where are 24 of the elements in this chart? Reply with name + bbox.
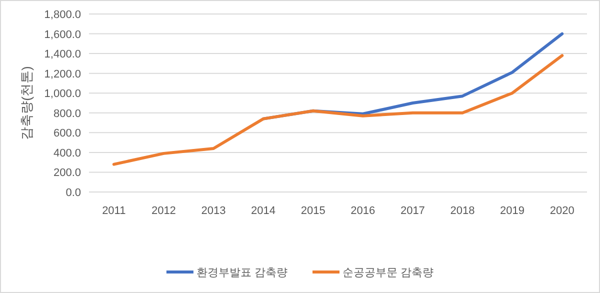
x-tick-label: 2016	[350, 205, 376, 217]
x-tick-label: 2011	[102, 205, 126, 217]
y-tick-label: 800.0	[53, 108, 81, 120]
legend-label: 환경부발표 감축량	[196, 267, 288, 279]
x-tick-label: 2012	[151, 205, 176, 217]
y-tick-label: 400.0	[53, 147, 81, 160]
line-series	[112, 54, 564, 166]
x-tick-label: 2019	[500, 205, 525, 217]
x-tick-label: 2015	[300, 205, 326, 217]
y-tick-label: 1,400.0	[44, 48, 81, 61]
y-tick-label: 1,600.0	[44, 28, 81, 41]
y-tick-label: 200.0	[53, 167, 81, 180]
x-tick-label: 2018	[450, 205, 475, 217]
y-tick-label: 1,000.0	[44, 88, 81, 100]
x-tick-label: 2013	[201, 205, 226, 217]
y-tick-label: 0.0	[66, 187, 81, 199]
x-tick-label: 2017	[400, 205, 425, 217]
legend-label: 순공공부문 감축량	[342, 267, 434, 279]
y-tick-label: 1,800.0	[44, 9, 81, 21]
x-tick-label: 2014	[251, 205, 276, 217]
y-tick-label: 600.0	[53, 128, 81, 140]
x-tick-label: 2020	[550, 205, 574, 217]
y-tick-label: 1,200.0	[44, 68, 81, 80]
y-axis-title: 감축량(천톤)	[19, 66, 34, 140]
